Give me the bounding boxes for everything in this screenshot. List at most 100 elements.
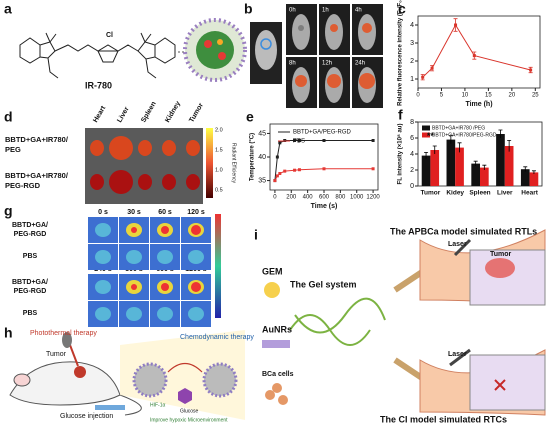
fluorescence: [330, 24, 338, 32]
bar: [430, 150, 440, 186]
colorbar: [215, 214, 221, 318]
x-tick-label: 600: [319, 195, 330, 201]
fluorescence: [327, 74, 341, 88]
organ-label: Heart: [92, 104, 107, 124]
plot-frame: [417, 15, 541, 89]
title: The CI model simulated RTCs: [380, 414, 507, 424]
colorbar: [206, 128, 213, 198]
point: [275, 174, 279, 178]
mouse-illustration: [9, 330, 245, 420]
error-bar: [531, 170, 536, 174]
panel-label: f: [398, 107, 403, 123]
time-label: 24h: [355, 61, 365, 67]
y-tick-label: 6: [410, 135, 414, 142]
x-tick-label: 0: [416, 93, 420, 99]
label: Glucose: [180, 408, 199, 414]
organ: [186, 174, 200, 190]
line: [274, 168, 374, 181]
fluorescence: [359, 73, 375, 89]
bar: [520, 169, 530, 186]
hot-core: [161, 226, 169, 234]
line: [422, 24, 531, 78]
panel-label: e: [246, 109, 254, 125]
point: [297, 168, 301, 172]
y-tick-label: 8: [410, 119, 414, 126]
point: [430, 66, 434, 70]
label: Tumor: [46, 351, 67, 358]
point: [278, 141, 282, 145]
row-label: BBTD+GA/PEG-RGD: [12, 279, 48, 295]
panel-label: i: [254, 227, 258, 243]
panel-label: d: [4, 109, 13, 125]
point: [371, 139, 375, 142]
hot-spot: [126, 307, 142, 321]
label: BCa cells: [262, 371, 294, 378]
point: [293, 168, 297, 172]
x-tick-label: Heart: [521, 190, 538, 197]
hot-core: [191, 225, 201, 235]
row-label: BBTD+GA/PEG-RGD: [12, 222, 48, 238]
point: [322, 167, 326, 171]
organ: [109, 170, 133, 194]
x-tick-label: 800: [335, 195, 346, 201]
time-label: 120 s: [187, 209, 205, 216]
annotation: **: [427, 131, 435, 141]
time-label: 30 s: [127, 209, 141, 216]
molecule-name: IR-780: [85, 80, 112, 90]
label: Improve hypoxic Microenvironment: [150, 417, 228, 423]
legend-label: BBTD+GA+IR780 /PEG: [432, 125, 485, 131]
row-label: BBTD+GA+IR780/PEG: [5, 135, 69, 154]
organ: [109, 136, 133, 160]
time-label: 4h: [355, 8, 362, 14]
organ: [90, 140, 104, 156]
organ-label: Tumor: [188, 102, 205, 124]
label: Laser: [448, 241, 467, 248]
x-tick-label: 15: [485, 93, 492, 99]
molecule-drawing: [19, 32, 176, 79]
y-tick-label: 40: [258, 154, 266, 161]
legend-swatch: [422, 132, 430, 138]
error-bar: [482, 164, 487, 170]
atom-label: Cl: [106, 32, 113, 39]
hot-spot: [157, 307, 173, 321]
x-tick-label: 1200: [366, 195, 380, 201]
mouse-images: [250, 22, 282, 84]
error-bar: [432, 145, 437, 154]
error-bar: [507, 140, 512, 152]
panel-label: c: [398, 1, 406, 17]
label: Photothermal therapy: [30, 330, 97, 337]
legend-label: BBTD+GA/PEG-RGD: [293, 130, 352, 136]
label: HIF-1α: [150, 402, 166, 408]
hot-spot: [188, 307, 204, 321]
error-bar: [498, 129, 503, 138]
error-bar: [448, 135, 453, 144]
y-tick-label: 4: [410, 22, 414, 29]
row-label: PBS: [23, 253, 38, 260]
hot-core: [191, 282, 201, 292]
organ-photo: [85, 128, 203, 204]
line: [274, 140, 374, 181]
organ-label: Kidney: [164, 100, 182, 124]
time-label: 12h: [322, 61, 332, 67]
organ: [162, 140, 176, 156]
x-tick-label: 0: [273, 195, 277, 201]
label: Tumor: [490, 251, 512, 258]
legend-swatch: [422, 125, 430, 131]
point: [322, 139, 326, 142]
point: [293, 139, 297, 142]
x-tick-label: Spleen: [469, 190, 490, 197]
point: [283, 169, 287, 173]
point: [529, 68, 533, 72]
y-tick-label: 0: [410, 183, 414, 190]
x-tick-label: Kidey: [446, 190, 464, 197]
row-label: PBS: [23, 310, 38, 317]
error-bar: [424, 152, 429, 159]
colorbar-tick: 1.0: [215, 167, 223, 173]
y-tick-label: 2: [410, 167, 414, 174]
bar: [529, 172, 539, 186]
point: [297, 139, 301, 142]
error-bar: [457, 142, 462, 153]
y-tick-label: 35: [258, 177, 266, 184]
point: [454, 23, 458, 27]
